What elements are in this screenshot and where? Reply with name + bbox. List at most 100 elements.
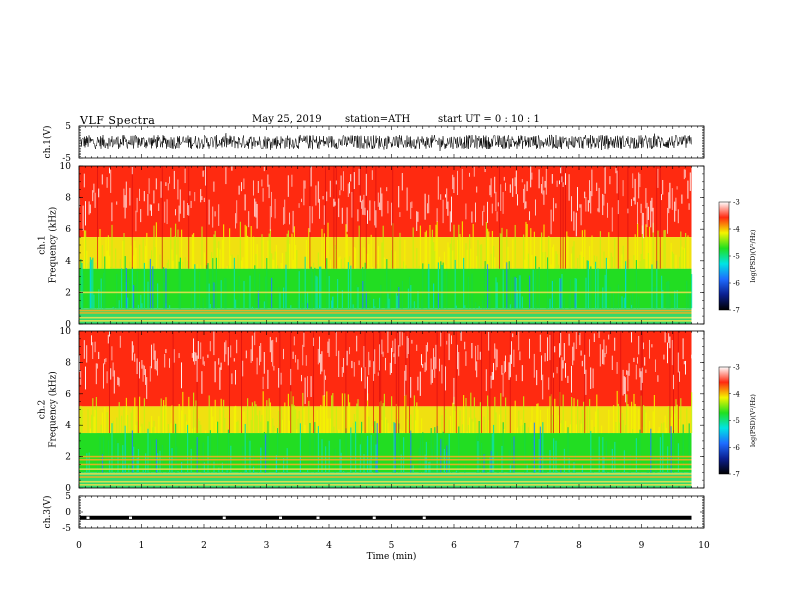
spectro-streak (81, 408, 83, 434)
spectro-streak (639, 429, 641, 473)
spectro-streak (544, 251, 546, 269)
spectro-streak (208, 395, 210, 434)
spectro-speckle (489, 185, 491, 196)
spectro-streak (423, 267, 425, 269)
spectro-streak (479, 244, 481, 269)
spectro-streak (599, 231, 601, 269)
spectro-speckle (555, 203, 557, 209)
ch3-waveform-y-tick-label: 5 (65, 492, 71, 502)
spectro-streak (428, 263, 430, 309)
spectro-streak (517, 427, 519, 434)
spectro-streak (115, 438, 117, 473)
spectro-streak (436, 221, 438, 269)
spectro-speckle (235, 369, 236, 385)
spectro-speckle (677, 209, 679, 224)
spectro-streak (343, 471, 345, 473)
spectro-streak (549, 396, 551, 434)
spectro-speckle (635, 364, 637, 380)
spectro-streak (136, 421, 138, 434)
spectro-streak (332, 296, 334, 309)
spectro-speckle (169, 176, 170, 184)
spectro-streak (526, 463, 528, 473)
spectro-speckle (550, 209, 552, 235)
spectro-streak (280, 406, 282, 434)
spectro-streak (250, 419, 252, 434)
spectro-streak (621, 254, 623, 269)
spectro-streak (581, 409, 583, 434)
spectro-streak (665, 281, 667, 309)
spectro-streak (568, 294, 570, 309)
spectro-speckle (565, 173, 566, 185)
spectro-speckle (148, 178, 150, 194)
spectro-speckle (374, 201, 376, 226)
spectro-streak (199, 271, 201, 309)
colorbar-tick-label: -5 (733, 417, 740, 425)
spectro-streak (460, 267, 462, 269)
spectro-speckle (585, 369, 587, 395)
spectro-streak (662, 433, 664, 473)
spectro-speckle (255, 201, 257, 218)
spectro-speckle (639, 368, 641, 378)
spectro-streak (597, 268, 599, 309)
spectro-speckle (602, 349, 604, 365)
spectro-streak (304, 424, 306, 434)
spectro-speckle (424, 362, 426, 373)
spectro-streak (473, 397, 475, 434)
spectro-streak (625, 266, 627, 309)
spectro-speckle (547, 337, 548, 362)
spectro-streak (87, 263, 89, 269)
spectro-speckle (267, 369, 269, 389)
spectro-streak (451, 471, 453, 473)
spectro-speckle (531, 172, 533, 180)
spectro-streak (135, 424, 137, 434)
spectro-speckle (483, 205, 485, 212)
spectro-streak (103, 272, 105, 309)
spectro-streak (101, 245, 103, 269)
spectro-streak (430, 428, 432, 473)
ch2-spectrogram-colorbar (718, 366, 730, 475)
spectro-speckle (399, 331, 401, 347)
spectro-streak (584, 331, 586, 434)
spectro-streak (295, 245, 297, 269)
spectro-streak (143, 262, 145, 309)
spectro-streak (230, 255, 232, 269)
spectro-streak (101, 454, 103, 473)
spectro-speckle (214, 361, 216, 383)
spectro-speckle (496, 211, 498, 222)
spectro-streak (511, 437, 513, 473)
spectro-streak (593, 426, 595, 434)
spectro-speckle (644, 357, 646, 366)
spectro-speckle (479, 351, 481, 360)
spectro-speckle (503, 361, 505, 374)
spectro-streak (525, 432, 527, 434)
spectro-streak (442, 431, 444, 473)
spectro-streak (497, 265, 499, 269)
ch3-trace-gap (86, 516, 90, 519)
spectro-speckle (445, 366, 446, 391)
spectro-speckle (293, 336, 295, 346)
spectro-streak (200, 265, 202, 269)
spectro-streak (542, 422, 544, 473)
spectro-speckle (111, 202, 113, 222)
spectro-streak (656, 260, 658, 309)
spectro-speckle (238, 185, 240, 195)
spectro-streak (536, 305, 538, 309)
spectro-speckle (452, 174, 454, 190)
spectro-streak (405, 265, 407, 269)
spectro-streak (607, 258, 609, 269)
spectro-streak (229, 228, 231, 269)
spectro-streak (488, 420, 490, 434)
spectro-streak (565, 421, 567, 434)
spectro-streak (415, 420, 417, 434)
spectro-speckle (113, 370, 115, 394)
spectro-speckle (227, 347, 229, 366)
spectro-speckle (149, 366, 151, 382)
spectro-streak (286, 233, 288, 269)
spectro-line (79, 473, 692, 475)
spectro-streak (484, 261, 486, 309)
spectro-streak (218, 241, 220, 269)
spectro-streak (233, 406, 235, 434)
spectro-streak (123, 406, 125, 434)
spectro-streak (333, 426, 335, 434)
spectro-streak (441, 415, 443, 434)
